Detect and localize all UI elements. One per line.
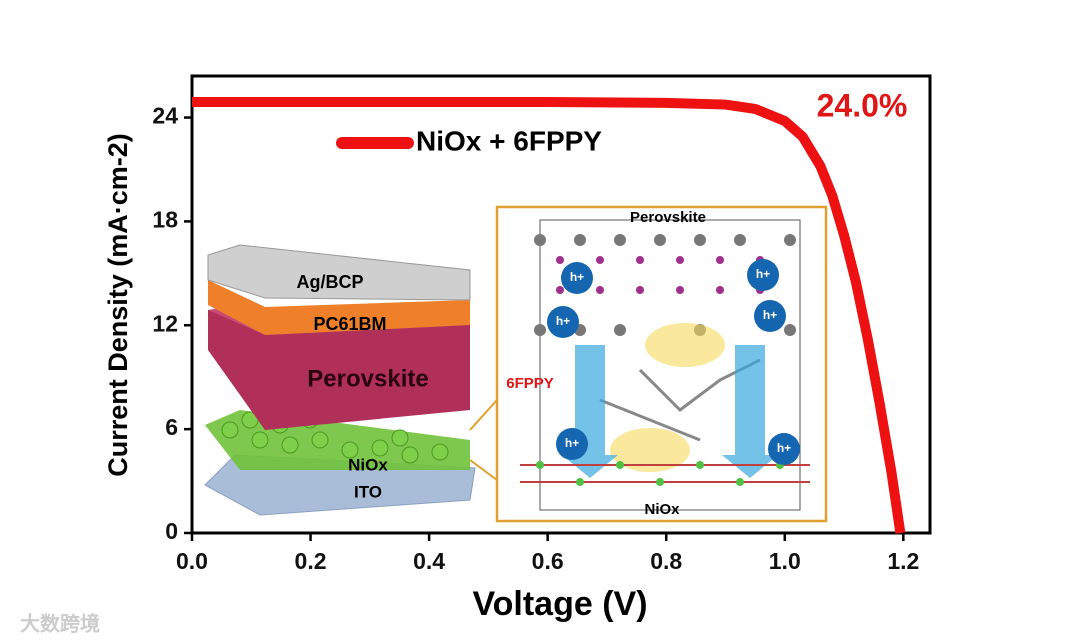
x-tick-label: 0.2: [295, 548, 327, 574]
data-line: [192, 96, 906, 534]
x-tick-label: 0.0: [176, 548, 208, 574]
plot-frame: [190, 74, 932, 535]
hole-label: h+: [565, 436, 579, 450]
inset-label: NiOx: [644, 501, 680, 518]
y-tick-label: 24: [152, 103, 178, 129]
hole-label: h+: [756, 267, 770, 281]
layer-label: PC61BM: [313, 314, 386, 334]
legend-label: NiOx + 6FPPY: [416, 125, 602, 156]
y-tick-label: 0: [165, 518, 178, 544]
x-tick-label: 1.2: [887, 548, 919, 574]
y-tick-label: 18: [152, 206, 178, 232]
annotation: 24.0%: [817, 87, 908, 123]
layer-stack: [204, 244, 476, 516]
hole-label: h+: [556, 314, 570, 328]
layer-label: ITO: [354, 482, 382, 501]
x-tick-label: 0.6: [532, 548, 564, 574]
hole-label: h+: [570, 270, 584, 284]
layer-label: Ag/BCP: [297, 272, 364, 292]
layer-label: Perovskite: [307, 365, 428, 392]
watermark: 大数跨境: [20, 611, 100, 635]
x-tick-label: 0.4: [413, 548, 445, 574]
y-axis-label: Current Density (mA·cm-2): [103, 133, 133, 477]
interface-inset: [495, 205, 828, 523]
inset-label: Perovskite: [630, 209, 706, 226]
hole-label: h+: [763, 308, 777, 322]
x-tick-label: 0.8: [650, 548, 682, 574]
x-axis-label: Voltage (V): [472, 585, 647, 623]
hole-label: h+: [777, 441, 791, 455]
inset-label: 6FPPY: [506, 375, 554, 392]
x-tick-label: 1.0: [769, 548, 801, 574]
layer-label: NiOx: [348, 455, 388, 474]
y-tick-label: 6: [165, 414, 178, 440]
y-tick-label: 12: [152, 310, 178, 336]
